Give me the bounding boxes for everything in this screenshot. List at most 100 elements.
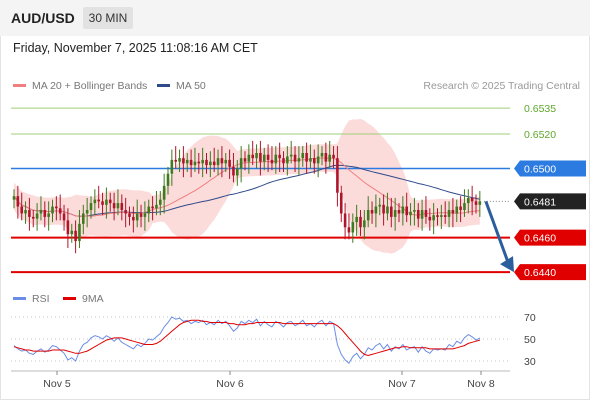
candle-body — [47, 213, 50, 217]
candle-body — [193, 161, 197, 166]
candle-body — [393, 210, 397, 217]
candle-body — [282, 158, 285, 164]
candle-body — [382, 204, 385, 214]
candles — [12, 140, 482, 254]
candle-body — [239, 158, 243, 169]
price-level-tag-5 — [514, 264, 586, 281]
candle-body — [51, 206, 54, 214]
rsi-tick-label-0: 30 — [524, 356, 536, 368]
candle-body — [339, 192, 343, 214]
candle-body — [205, 159, 208, 166]
candle-body — [147, 206, 151, 214]
candle-body — [82, 213, 85, 224]
candle-body — [328, 154, 331, 162]
candle-body — [405, 206, 408, 216]
ma20-swatch — [13, 83, 26, 87]
candle-body — [31, 216, 35, 219]
candle-body — [105, 199, 108, 205]
candle-body — [62, 213, 66, 221]
candle-body — [58, 208, 62, 214]
candle-body — [355, 216, 358, 223]
price-level-label-2: 0.6500 — [524, 164, 556, 176]
rsi-tick-label-2: 70 — [524, 312, 536, 324]
candle-body — [116, 203, 120, 209]
candle-body — [43, 210, 47, 217]
candle-body — [474, 201, 478, 205]
legend-ma50: MA 50 — [157, 80, 206, 92]
candle-body — [274, 154, 278, 164]
x-tick-label-1: Nov 6 — [216, 378, 244, 390]
candle-body — [216, 158, 220, 166]
candle-body — [209, 161, 212, 166]
candle-body — [332, 154, 335, 159]
price-level-label-5: 0.6440 — [524, 267, 556, 279]
copyright-credit: Research © 2025 Trading Central — [423, 80, 580, 92]
candle-body — [170, 159, 174, 174]
candle-body — [112, 203, 116, 209]
candle-body — [201, 159, 204, 164]
candle-body — [313, 158, 316, 164]
candle-body — [120, 203, 124, 210]
candle-body — [85, 210, 89, 214]
candle-body — [159, 199, 162, 205]
candle-body — [447, 210, 451, 217]
ma50-line — [13, 164, 481, 217]
ma9-swatch — [63, 296, 76, 300]
candle-body — [440, 215, 443, 217]
candle-body — [324, 153, 328, 162]
candle-body — [301, 153, 305, 159]
price-level-label-1: 0.6520 — [524, 129, 556, 141]
candle-body — [143, 213, 147, 217]
candle-body — [12, 196, 16, 200]
candle-body — [397, 210, 401, 214]
rsi-line — [13, 316, 481, 364]
legend-9ma-label: 9MA — [82, 293, 104, 305]
candle-body — [262, 154, 266, 162]
candle-body — [409, 211, 412, 216]
candle-body — [289, 154, 293, 157]
candle-body — [89, 203, 93, 210]
candle-body — [124, 210, 127, 214]
candle-body — [166, 173, 170, 186]
candle-body — [478, 201, 482, 205]
ma50-swatch — [157, 83, 170, 87]
candle-body — [343, 213, 347, 228]
candle-body — [390, 206, 393, 217]
candle-body — [74, 230, 77, 242]
candle-body — [459, 206, 462, 210]
candle-body — [305, 153, 308, 162]
candle-body — [401, 206, 405, 214]
candle-body — [363, 220, 366, 228]
candle-body — [243, 158, 247, 162]
candle-body — [336, 158, 339, 193]
candle-body — [128, 213, 131, 217]
x-tick-label-3: Nov 8 — [467, 378, 495, 390]
legend-ma20: MA 20 + Bollinger Bands — [13, 80, 147, 92]
candle-body — [220, 158, 224, 164]
candle-body — [293, 154, 297, 162]
candle-body — [451, 210, 455, 214]
x-tick-label-2: Nov 7 — [388, 378, 416, 390]
candle-body — [436, 215, 439, 217]
candle-body — [424, 210, 428, 217]
candle-body — [428, 216, 432, 221]
timeframe-button[interactable]: 30 MIN — [83, 7, 133, 29]
candle-body — [278, 154, 281, 159]
candle-body — [378, 204, 382, 207]
price-level-label-0: 0.6535 — [524, 103, 556, 115]
candle-body — [78, 223, 81, 242]
rsi-ma-line — [13, 319, 481, 357]
candle-body — [320, 153, 324, 157]
price-level-tag-4 — [514, 229, 586, 246]
candle-body — [463, 203, 466, 210]
candle-body — [370, 210, 374, 214]
candle-body — [413, 210, 416, 212]
candle-body — [432, 215, 435, 221]
candle-body — [309, 158, 312, 162]
forecast-arrow-head — [500, 256, 514, 273]
candle-body — [251, 154, 254, 159]
candle-body — [139, 213, 143, 217]
legend-ma50-label: MA 50 — [176, 80, 206, 92]
candle-body — [151, 206, 154, 209]
